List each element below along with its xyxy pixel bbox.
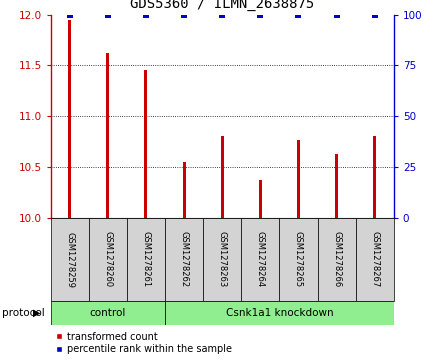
- Text: GSM1278260: GSM1278260: [103, 232, 112, 287]
- Text: GSM1278263: GSM1278263: [218, 232, 227, 287]
- Bar: [241, 218, 279, 301]
- Bar: [127, 218, 165, 301]
- Text: GSM1278261: GSM1278261: [141, 232, 150, 287]
- Text: Csnk1a1 knockdown: Csnk1a1 knockdown: [226, 308, 333, 318]
- Text: GSM1278262: GSM1278262: [180, 232, 189, 287]
- Bar: [318, 218, 356, 301]
- Bar: [297, 139, 300, 218]
- Bar: [51, 218, 89, 301]
- Bar: [89, 218, 127, 301]
- Text: protocol: protocol: [2, 308, 45, 318]
- Bar: [106, 53, 109, 218]
- Bar: [68, 20, 71, 218]
- Legend: transformed count, percentile rank within the sample: transformed count, percentile rank withi…: [55, 331, 232, 355]
- Bar: [51, 301, 165, 325]
- Text: GSM1278266: GSM1278266: [332, 232, 341, 287]
- Text: control: control: [90, 308, 126, 318]
- Bar: [165, 301, 394, 325]
- Text: GSM1278259: GSM1278259: [65, 232, 74, 287]
- Text: GSM1278265: GSM1278265: [294, 232, 303, 287]
- Text: GSM1278267: GSM1278267: [370, 232, 379, 287]
- Text: GSM1278264: GSM1278264: [256, 232, 265, 287]
- Bar: [183, 162, 186, 218]
- Bar: [144, 70, 147, 218]
- Bar: [203, 218, 241, 301]
- Bar: [165, 218, 203, 301]
- Text: ▶: ▶: [33, 308, 40, 318]
- Bar: [279, 218, 318, 301]
- Title: GDS5360 / ILMN_2638875: GDS5360 / ILMN_2638875: [130, 0, 314, 11]
- Bar: [335, 154, 338, 218]
- Bar: [259, 180, 262, 218]
- Bar: [221, 136, 224, 218]
- Bar: [373, 136, 376, 218]
- Bar: [356, 218, 394, 301]
